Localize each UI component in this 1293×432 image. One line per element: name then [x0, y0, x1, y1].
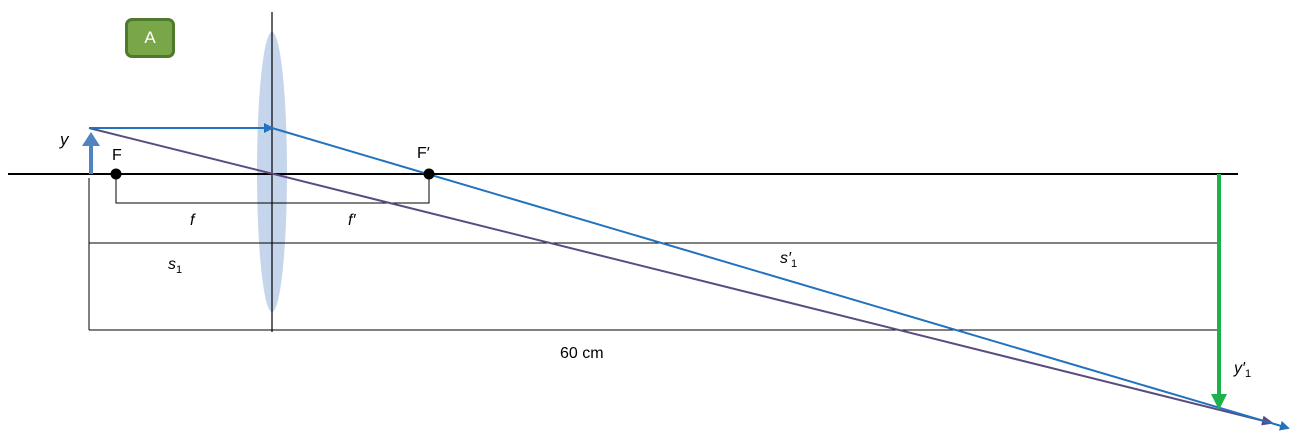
focal-length-label: f	[190, 212, 195, 229]
object-distance-label: s1	[168, 256, 183, 277]
chief-ray	[88, 127, 1274, 426]
focus-image-label: F′	[417, 145, 430, 162]
figure-badge-text: A	[144, 28, 156, 47]
image-arrow-head	[1211, 394, 1227, 410]
image-distance-label: s′1	[780, 250, 798, 271]
focal-length-image-label: f′	[348, 212, 356, 229]
object-arrow-head	[82, 132, 100, 146]
focal-length-bracket	[115, 178, 430, 204]
total-distance-label: 60 cm	[560, 345, 604, 362]
focal-point-image	[423, 168, 435, 180]
parallel-ray-refracted	[271, 127, 1290, 431]
figure-badge: A	[125, 18, 175, 58]
object-label: y	[60, 130, 69, 149]
image-label: y′1	[1234, 360, 1252, 381]
focus-object-label: F	[112, 147, 122, 164]
focal-point-object	[110, 168, 122, 180]
